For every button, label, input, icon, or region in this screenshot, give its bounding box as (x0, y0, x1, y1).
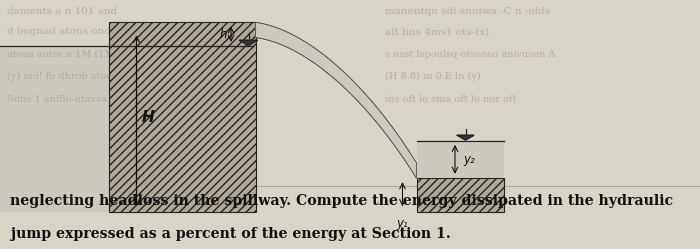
Text: (H 8.0) m 0.E ln (y): (H 8.0) m 0.E ln (y) (385, 72, 481, 81)
Polygon shape (416, 178, 504, 212)
Text: H: H (142, 110, 155, 124)
Polygon shape (239, 40, 258, 46)
Text: manentqu sdi snulwa -C n -olds: manentqu sdi snulwa -C n -olds (385, 7, 550, 16)
Polygon shape (0, 22, 256, 212)
Text: h: h (220, 28, 228, 41)
Polygon shape (256, 22, 416, 178)
Text: neglecting headloss in the spillway. Compute the energy dissipated in the hydrau: neglecting headloss in the spillway. Com… (10, 194, 673, 208)
Text: alt bns 4ms1 ots-(x): alt bns 4ms1 ots-(x) (385, 27, 489, 36)
Text: Sdns 1 aniflo-ntavsa: Sdns 1 aniflo-ntavsa (7, 95, 107, 104)
Text: s nsst lspoulsq-otsonso anivusen A: s nsst lspoulsq-otsonso anivusen A (385, 50, 555, 59)
Text: atous aotss n 1M (1M)y: atous aotss n 1M (1M)y (7, 50, 124, 59)
Text: daments a n 101 and: daments a n 101 and (7, 7, 118, 16)
Text: y₁: y₁ (397, 217, 408, 230)
Text: (y) noi! fo dhrob atoques: (y) noi! fo dhrob atoques (7, 72, 130, 81)
Text: y₂: y₂ (463, 153, 475, 166)
Text: d bognad atons ond y: d bognad atons ond y (7, 27, 120, 36)
Text: jump expressed as a percent of the energy at Section 1.: jump expressed as a percent of the energ… (10, 227, 450, 241)
Polygon shape (108, 22, 256, 212)
Polygon shape (457, 135, 474, 140)
Text: ins oft lo sma oft lo nor oft: ins oft lo sma oft lo nor oft (385, 95, 517, 104)
Polygon shape (416, 141, 504, 178)
Polygon shape (256, 22, 416, 178)
